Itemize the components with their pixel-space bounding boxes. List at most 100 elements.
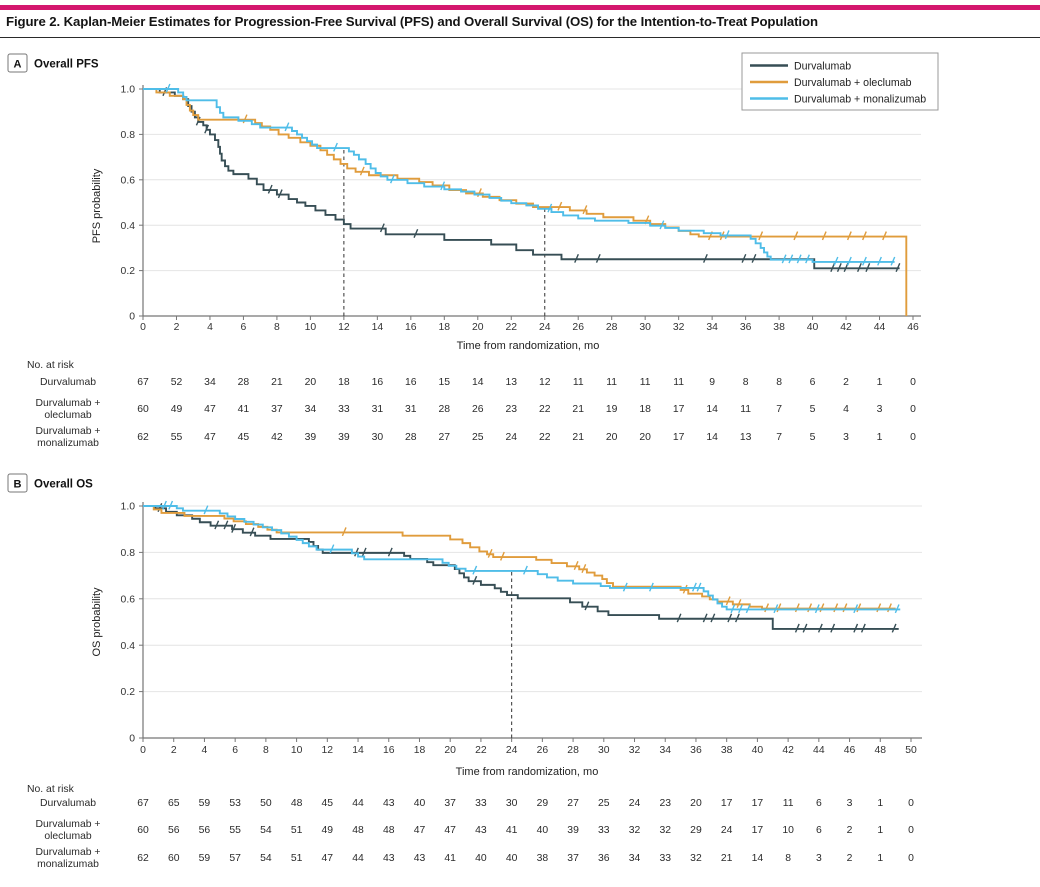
risk-count: 16: [372, 377, 384, 388]
censor-tick: [472, 575, 478, 585]
censor-tick: [389, 174, 395, 184]
x-tick-label: 34: [659, 745, 671, 756]
censor-tick: [882, 231, 887, 241]
risk-count: 34: [305, 404, 317, 415]
risk-count: 8: [785, 853, 791, 864]
risk-count: 60: [137, 825, 149, 836]
risk-count: 17: [673, 404, 685, 415]
x-tick-label: 20: [472, 322, 484, 333]
censor-tick: [865, 263, 871, 273]
risk-row-label: oleclumab: [44, 410, 92, 421]
censor-tick: [231, 523, 237, 533]
censor-tick: [814, 604, 820, 614]
km-curve-durvalumab-monalizumab: [143, 88, 895, 263]
risk-count: 39: [305, 432, 317, 443]
x-tick-label: 38: [773, 322, 785, 333]
risk-count: 20: [606, 432, 618, 443]
risk-count: 65: [168, 798, 180, 809]
x-tick-label: 28: [567, 745, 579, 756]
x-tick-label: 46: [844, 745, 856, 756]
risk-row-label: Durvalumab +: [36, 847, 101, 858]
risk-count: 47: [414, 825, 426, 836]
x-tick-label: 10: [305, 322, 317, 333]
risk-count: 60: [168, 853, 180, 864]
x-tick-label: 46: [907, 322, 919, 333]
risk-count: 1: [877, 825, 883, 836]
censor-tick: [856, 263, 862, 273]
y-tick-label: 0: [129, 734, 135, 745]
risk-count: 22: [539, 404, 551, 415]
censor-tick: [781, 254, 787, 264]
censor-tick: [168, 500, 174, 510]
pfs-plot-dynamic: 00.20.40.60.81.00 2 4 6 8 10 12 14 16 18 20 22 24 26 2…: [36, 52, 939, 449]
risk-count: 48: [291, 798, 303, 809]
risk-count: 0: [908, 825, 914, 836]
risk-count: 19: [606, 404, 618, 415]
censor-tick: [584, 601, 590, 611]
x-tick-label: 36: [690, 745, 702, 756]
x-tick-label: 4: [202, 745, 208, 756]
censor-tick: [165, 83, 171, 93]
x-tick-label: 36: [740, 322, 752, 333]
censor-tick: [877, 256, 882, 266]
risk-row-label: monalizumab: [37, 859, 99, 870]
x-tick-label: 16: [405, 322, 417, 333]
x-tick-label: 32: [629, 745, 641, 756]
risk-count: 9: [709, 377, 715, 388]
x-axis-title: Time from randomization, mo: [456, 766, 599, 778]
risk-count: 18: [639, 404, 651, 415]
y-tick-label: 0: [129, 312, 135, 323]
risk-count: 11: [573, 377, 584, 388]
risk-count: 3: [877, 404, 883, 415]
risk-count: 39: [567, 825, 579, 836]
censor-tick: [856, 603, 862, 613]
censor-tick: [724, 230, 730, 240]
risk-count: 44: [352, 853, 364, 864]
censor-tick: [751, 253, 757, 263]
censor-tick: [887, 603, 892, 613]
censor-tick: [830, 623, 836, 633]
risk-count: 28: [405, 432, 417, 443]
x-axis-title: Time from randomization, mo: [457, 340, 600, 352]
x-tick-label: 30: [598, 745, 610, 756]
censor-tick: [547, 203, 553, 213]
censor-tick: [277, 189, 283, 199]
censor-tick: [622, 582, 628, 592]
risk-count: 14: [706, 432, 718, 443]
risk-count: 20: [639, 432, 651, 443]
risk-count: 32: [659, 825, 671, 836]
panel-letter-box: [7, 53, 28, 73]
censor-tick: [862, 256, 867, 266]
x-tick-label: 48: [874, 745, 886, 756]
x-tick-label: 26: [572, 322, 584, 333]
risk-count: 15: [439, 377, 451, 388]
risk-count: 28: [439, 404, 451, 415]
risk-count: 47: [204, 404, 216, 415]
panel-letter: A: [14, 59, 22, 71]
risk-count: 3: [843, 432, 849, 443]
censor-tick: [853, 604, 859, 614]
risk-count: 0: [908, 853, 914, 864]
censor-tick: [354, 547, 359, 557]
censor-tick: [730, 604, 736, 614]
risk-count: 0: [910, 432, 916, 443]
x-tick-label: 2: [174, 322, 180, 333]
risk-count: 20: [690, 798, 702, 809]
risk-row-label: monalizumab: [37, 438, 99, 449]
risk-count: 51: [291, 825, 303, 836]
risk-count: 33: [598, 825, 610, 836]
risk-count: 6: [816, 798, 822, 809]
risk-row-label: Durvalumab +: [36, 426, 101, 437]
censor-tick: [574, 253, 579, 263]
risk-count: 1: [877, 432, 883, 443]
risk-count: 17: [673, 432, 685, 443]
censor-tick: [842, 603, 848, 613]
risk-row-label: Durvalumab +: [36, 398, 101, 409]
censor-tick: [894, 604, 900, 614]
risk-count: 20: [305, 377, 317, 388]
km-curve-durvalumab: [143, 88, 900, 270]
x-tick-label: 0: [140, 745, 146, 756]
censor-tick: [387, 547, 393, 557]
risk-count: 31: [372, 404, 384, 415]
censor-tick: [214, 520, 220, 530]
